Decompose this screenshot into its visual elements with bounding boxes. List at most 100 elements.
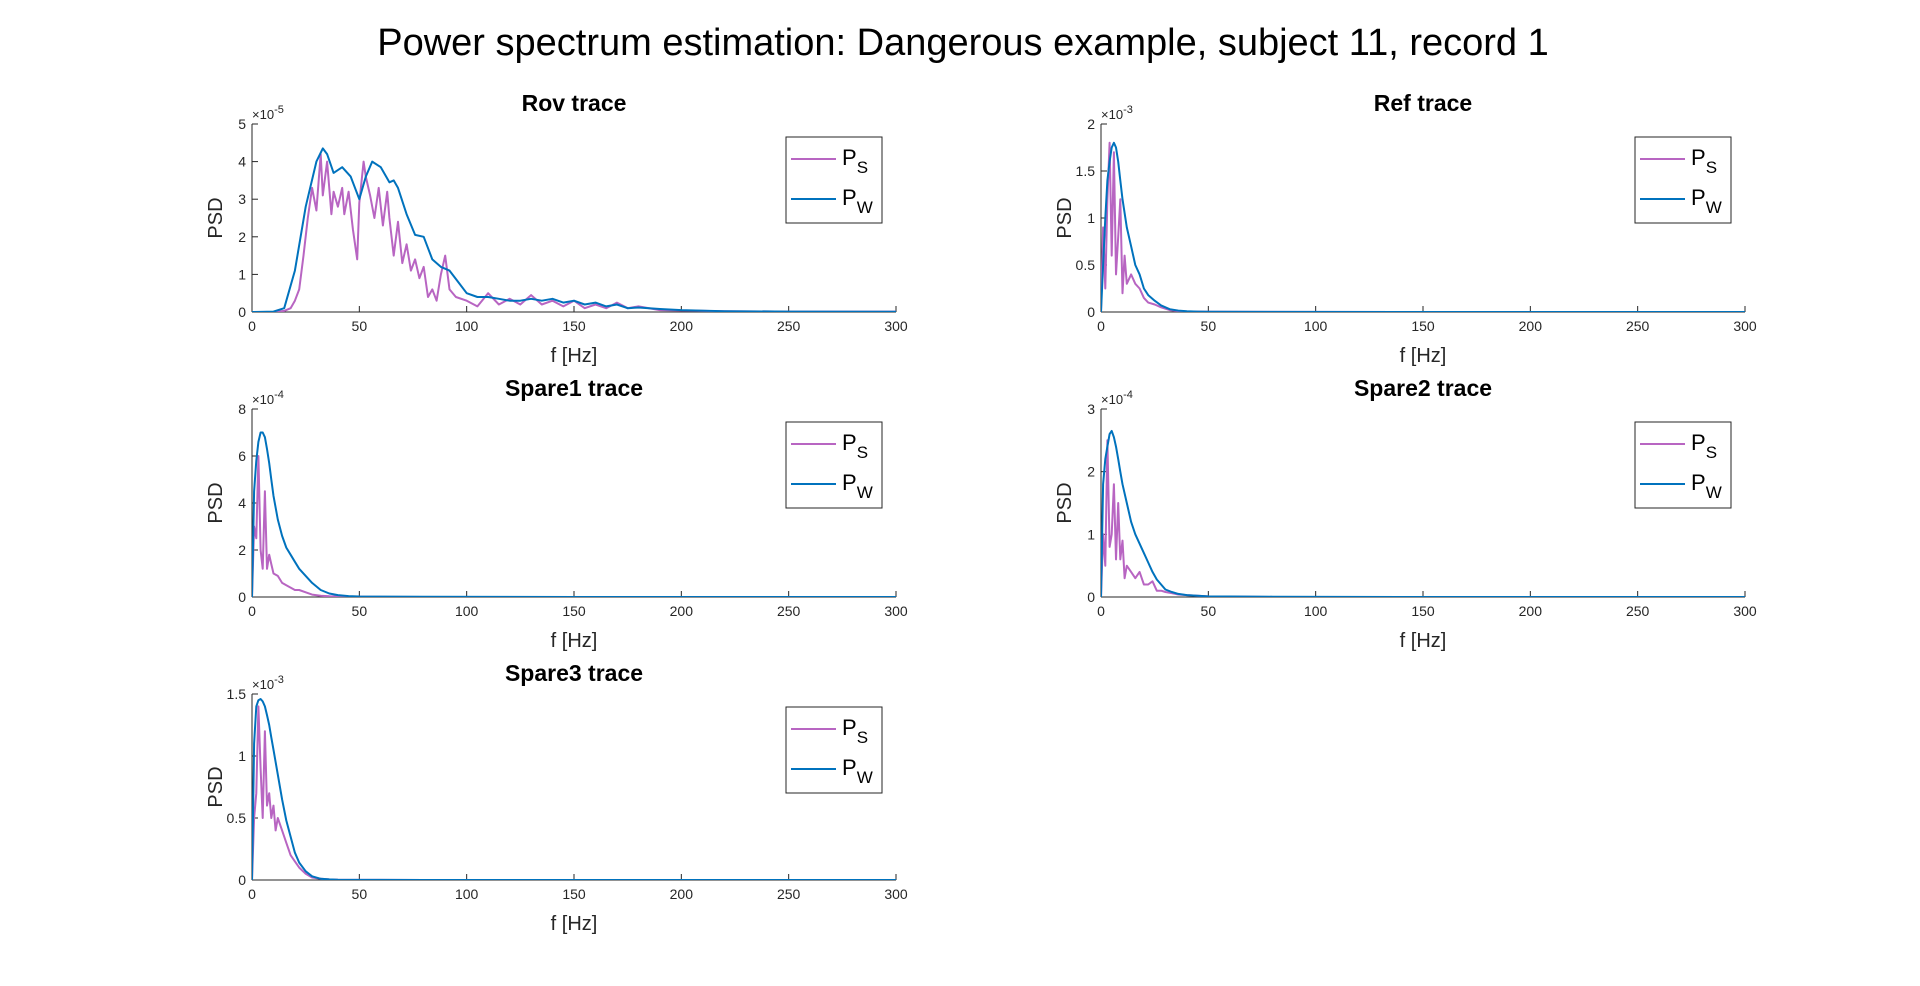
x-tick-label: 100 — [1304, 603, 1328, 619]
legend-entry-base: P — [842, 185, 857, 210]
x-tick-label: 250 — [1626, 603, 1650, 619]
x-axis-label: f [Hz] — [551, 913, 598, 935]
legend-entry-base: P — [842, 715, 857, 740]
y-tick-label: 0 — [238, 872, 246, 888]
x-tick-label: 100 — [455, 886, 479, 902]
legend-entry-label: PS — [842, 145, 868, 177]
legend-entry-subscript: W — [857, 483, 873, 502]
x-tick-label: 150 — [562, 886, 586, 902]
y-tick-label: 1.5 — [1076, 163, 1096, 179]
legend-entry-label: PS — [842, 715, 868, 747]
y-tick-label: 1.5 — [227, 686, 247, 702]
legend-entry-base: P — [1691, 185, 1706, 210]
exponent-multiplier: ×10 — [252, 107, 274, 122]
legend-entry-base: P — [1691, 470, 1706, 495]
y-exponent-label: ×10-4 — [252, 389, 284, 407]
x-tick-label: 0 — [1097, 603, 1105, 619]
figure-title: Power spectrum estimation: Dangerous exa… — [377, 22, 1549, 64]
subplot-5: 0 50 100 150 200 250 300 0 0.5 1 1.5 ×10-3 Spare3 tr… — [205, 660, 908, 935]
y-tick-label: 0.5 — [227, 810, 247, 826]
legend-entry-label: PW — [842, 470, 873, 502]
legend-entry-subscript: S — [857, 158, 868, 177]
y-tick-label: 3 — [1087, 401, 1095, 417]
subplot-title: Ref trace — [1374, 90, 1472, 116]
y-tick-label: 1 — [238, 748, 246, 764]
y-tick-label: 6 — [238, 448, 246, 464]
x-axis-label: f [Hz] — [551, 345, 598, 367]
x-tick-label: 0 — [248, 318, 256, 334]
series-line-pw — [1101, 429, 1745, 597]
series-line-pw — [252, 698, 896, 880]
x-tick-label: 300 — [884, 318, 908, 334]
x-tick-label: 200 — [670, 886, 694, 902]
series-line-pw — [252, 431, 896, 597]
y-tick-label: 2 — [238, 542, 246, 558]
legend-box — [785, 706, 883, 794]
y-exponent-label: ×10-3 — [252, 674, 284, 692]
x-tick-label: 250 — [1626, 318, 1650, 334]
exponent-value: -3 — [274, 674, 284, 686]
subplot-2: 0 50 100 150 200 250 300 0 0.5 1 1.5 2 ×10-3 Ref trac… — [1054, 90, 1757, 367]
exponent-multiplier: ×10 — [252, 392, 274, 407]
y-tick-label: 0.5 — [1076, 257, 1096, 273]
x-tick-label: 100 — [1304, 318, 1328, 334]
x-tick-label: 50 — [352, 603, 368, 619]
legend-entry-label: PS — [1691, 430, 1717, 462]
y-tick-label: 0 — [238, 304, 246, 320]
x-tick-label: 100 — [455, 603, 479, 619]
exponent-value: -4 — [274, 389, 284, 401]
exponent-multiplier: ×10 — [252, 677, 274, 692]
y-tick-label: 2 — [1087, 464, 1095, 480]
legend-entry-base: P — [842, 755, 857, 780]
legend-entry-label: PW — [1691, 185, 1722, 217]
y-tick-label: 2 — [238, 229, 246, 245]
legend-entry-label: PS — [1691, 145, 1717, 177]
series-line-pw — [1101, 141, 1745, 312]
y-tick-label: 1 — [1087, 210, 1095, 226]
y-tick-label: 1 — [1087, 526, 1095, 542]
legend-entry-subscript: W — [857, 768, 873, 787]
exponent-value: -3 — [1123, 104, 1133, 116]
exponent-value: -5 — [274, 104, 284, 116]
x-tick-label: 200 — [670, 318, 694, 334]
legend-entry-subscript: W — [1706, 198, 1722, 217]
y-tick-label: 1 — [238, 266, 246, 282]
x-tick-label: 300 — [884, 886, 908, 902]
x-tick-label: 50 — [352, 886, 368, 902]
x-tick-label: 50 — [1201, 603, 1217, 619]
exponent-value: -4 — [1123, 389, 1133, 401]
y-axis-label: PSD — [1054, 482, 1076, 523]
x-tick-label: 250 — [777, 603, 801, 619]
x-tick-label: 50 — [352, 318, 368, 334]
legend-entry-subscript: W — [857, 198, 873, 217]
legend-entry-base: P — [1691, 145, 1706, 170]
x-tick-label: 0 — [1097, 318, 1105, 334]
x-tick-label: 100 — [455, 318, 479, 334]
series-line-ps — [252, 455, 896, 597]
x-axis-label: f [Hz] — [1400, 345, 1447, 367]
legend-entry-subscript: S — [857, 443, 868, 462]
y-axis-label: PSD — [205, 197, 227, 238]
subplot-title: Rov trace — [522, 90, 627, 116]
x-tick-label: 200 — [670, 603, 694, 619]
y-exponent-label: ×10-3 — [1101, 104, 1133, 122]
y-tick-label: 0 — [1087, 304, 1095, 320]
legend-entry-subscript: S — [857, 728, 868, 747]
subplot-title: Spare1 trace — [505, 375, 643, 401]
legend-box — [785, 136, 883, 224]
x-tick-label: 300 — [1733, 603, 1757, 619]
y-exponent-label: ×10-4 — [1101, 389, 1133, 407]
x-tick-label: 200 — [1519, 603, 1543, 619]
y-axis-label: PSD — [205, 766, 227, 807]
x-tick-label: 300 — [1733, 318, 1757, 334]
series-line-pw — [252, 147, 896, 312]
x-tick-label: 150 — [562, 318, 586, 334]
y-tick-label: 4 — [238, 154, 246, 170]
x-axis-label: f [Hz] — [1400, 630, 1447, 652]
